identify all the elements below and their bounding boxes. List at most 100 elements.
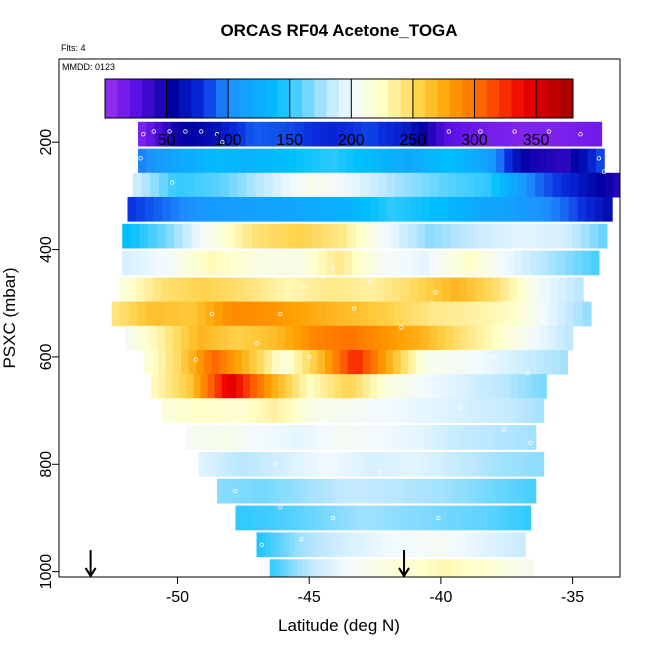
heatmap-cell xyxy=(136,196,146,222)
heatmap-cell xyxy=(340,451,348,477)
heatmap-cell xyxy=(393,478,400,504)
heatmap-cell xyxy=(203,349,213,375)
heatmap-cell xyxy=(484,349,493,375)
heatmap-cell xyxy=(376,532,382,558)
heatmap-cell xyxy=(482,451,489,477)
heatmap-cell xyxy=(528,559,534,577)
heatmap-cell xyxy=(440,505,447,531)
heatmap-cell xyxy=(371,532,378,558)
x-tick-label: -50 xyxy=(166,589,189,606)
heatmap-cell xyxy=(325,505,331,531)
heatmap-cell xyxy=(164,325,174,351)
heatmap-cell xyxy=(370,478,377,504)
heatmap-cell xyxy=(531,451,539,477)
heatmap-cell xyxy=(400,349,409,375)
heatmap-cell xyxy=(300,196,310,222)
heatmap-cell xyxy=(430,196,440,222)
heatmap-cell xyxy=(261,505,268,531)
heatmap-cell xyxy=(467,505,474,531)
colorbar: 50 100 150 200 250 300 350 xyxy=(104,78,574,149)
heatmap-cell xyxy=(354,559,360,577)
heatmap-cell xyxy=(196,325,206,351)
heatmap-cell xyxy=(343,250,353,276)
heatmap-cell xyxy=(187,121,197,147)
heatmap-cell xyxy=(461,478,469,504)
heatmap-cell xyxy=(205,301,215,327)
heatmap-cell xyxy=(285,277,295,303)
heatmap-cell xyxy=(516,277,526,303)
heatmap-cell xyxy=(210,451,218,477)
heatmap-cell xyxy=(508,172,519,198)
heatmap-cell xyxy=(302,478,309,504)
heatmap-cell xyxy=(191,425,199,450)
heatmap-cell xyxy=(395,196,405,222)
colorbar-cell xyxy=(523,79,537,118)
heatmap-cell xyxy=(385,425,393,450)
heatmap-cell xyxy=(198,250,208,276)
heatmap-cell xyxy=(162,148,172,174)
heatmap-cell xyxy=(400,532,406,558)
y-tick-label: 800 xyxy=(38,451,55,478)
heatmap-cell xyxy=(364,325,374,351)
colorbar-ticks: 50 100 150 200 250 300 350 xyxy=(158,79,549,149)
heatmap-cell xyxy=(146,121,156,147)
heatmap-cell xyxy=(501,478,508,504)
heatmap-cell xyxy=(416,425,424,450)
heatmap-cell xyxy=(328,532,334,558)
date-note: MMDD: 0123 xyxy=(62,62,115,72)
heatmap-cell xyxy=(346,451,354,477)
heatmap-cell xyxy=(391,374,399,399)
heatmap-cell xyxy=(358,451,366,477)
heatmap-cell xyxy=(229,398,238,423)
colorbar-cell xyxy=(351,79,365,118)
heatmap-band xyxy=(256,532,526,558)
heatmap-cell xyxy=(513,301,524,327)
heatmap-cell xyxy=(460,425,468,450)
heatmap-cell xyxy=(332,349,341,375)
heatmap-cell xyxy=(119,277,129,303)
heatmap-cell xyxy=(421,478,429,504)
heatmap-cell xyxy=(228,172,239,198)
heatmap-cell xyxy=(435,425,443,450)
heatmap-cell xyxy=(338,223,348,249)
heatmap-cell xyxy=(312,559,318,577)
heatmap-cell xyxy=(391,425,399,450)
heatmap-cell xyxy=(524,325,534,351)
heatmap-cell xyxy=(342,478,349,504)
heatmap-cell xyxy=(460,325,470,351)
heatmap-cell xyxy=(309,277,319,303)
heatmap-cell xyxy=(179,196,189,222)
heatmap-cell xyxy=(490,478,497,504)
heatmap-cell xyxy=(438,172,449,198)
heatmap-cell xyxy=(291,196,302,222)
heatmap-cell xyxy=(360,172,370,198)
heatmap-cell xyxy=(246,505,252,531)
heatmap-cell xyxy=(227,277,237,303)
heatmap-cell xyxy=(396,148,405,174)
heatmap-cell xyxy=(303,505,310,531)
x-axis: -50 -45 -40 -35 xyxy=(166,577,584,606)
heatmap-cell xyxy=(401,277,410,303)
heatmap-cell xyxy=(510,425,518,450)
heatmap-cell xyxy=(154,121,164,147)
heatmap-cell xyxy=(204,425,212,450)
heatmap-cell xyxy=(598,223,608,249)
heatmap-cell xyxy=(335,505,342,531)
heatmap-cell xyxy=(353,478,360,504)
heatmap-cell xyxy=(556,325,566,351)
heatmap-cell xyxy=(182,398,190,423)
heatmap-cell xyxy=(537,148,547,174)
colorbar-cell xyxy=(141,79,155,118)
heatmap-cell xyxy=(347,349,356,375)
heatmap-cell xyxy=(443,559,450,577)
heatmap-cell xyxy=(341,374,350,399)
heatmap-cell xyxy=(200,374,209,399)
heatmap-cell xyxy=(172,325,182,351)
heatmap-cell xyxy=(185,172,195,198)
heatmap-cell xyxy=(504,148,514,174)
heatmap-cell xyxy=(326,196,336,222)
sample-marker xyxy=(198,129,204,134)
heatmap-cell xyxy=(361,196,371,222)
heatmap-cell xyxy=(202,398,211,423)
heatmap-cell xyxy=(484,325,494,351)
